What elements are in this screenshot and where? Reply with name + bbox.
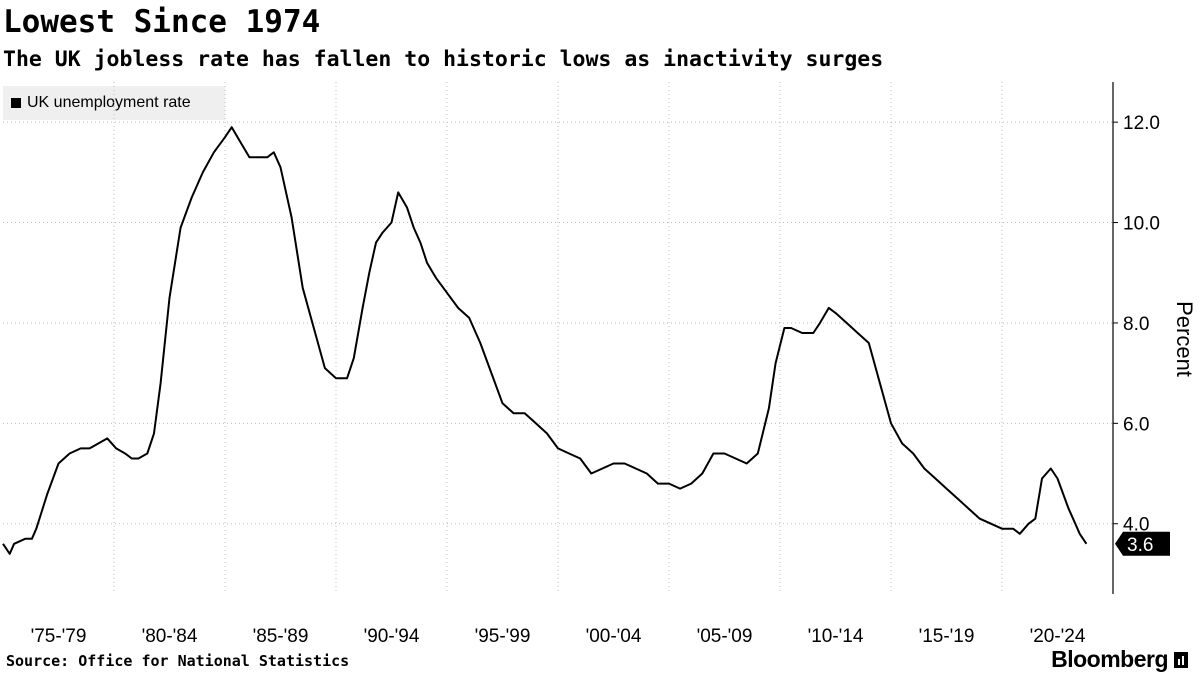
x-tick-label: '05-'09 (697, 626, 753, 647)
x-tick-label: '75-'79 (31, 626, 87, 647)
x-tick-label: '20-'24 (1030, 626, 1086, 647)
x-tick-label: '10-'14 (808, 626, 864, 647)
y-tick-label: 10.0 (1123, 214, 1160, 235)
y-tick-label: 6.0 (1123, 414, 1149, 435)
y-tick-label: 12.0 (1123, 113, 1160, 134)
chart-subtitle: The UK jobless rate has fallen to histor… (3, 47, 884, 72)
y-tick-label: 4.0 (1123, 515, 1149, 536)
x-tick-label: '85-'89 (253, 626, 309, 647)
brand-logo: Bloomberg (1051, 646, 1188, 673)
last-value-label: 3.6 (1127, 535, 1153, 556)
chart-title: Lowest Since 1974 (3, 4, 321, 40)
source-note: Source: Office for National Statistics (6, 652, 350, 670)
x-tick-label: '00-'04 (586, 626, 642, 647)
last-value-badge (1115, 531, 1170, 556)
brand-wordmark: Bloomberg (1051, 646, 1168, 672)
y-axis-title: Percent (1172, 301, 1197, 377)
y-tick-label: 8.0 (1123, 314, 1149, 335)
bloomberg-chart-icon (1174, 651, 1188, 668)
series-line-uk-unemployment (2, 126, 1088, 555)
legend-swatch (11, 98, 21, 108)
x-tick-label: '15-'19 (919, 626, 975, 647)
x-tick-label: '80-'84 (142, 626, 198, 647)
x-tick-label: '95-'99 (475, 626, 531, 647)
x-tick-label: '90-'94 (364, 626, 420, 647)
legend-label: UK unemployment rate (27, 94, 191, 111)
